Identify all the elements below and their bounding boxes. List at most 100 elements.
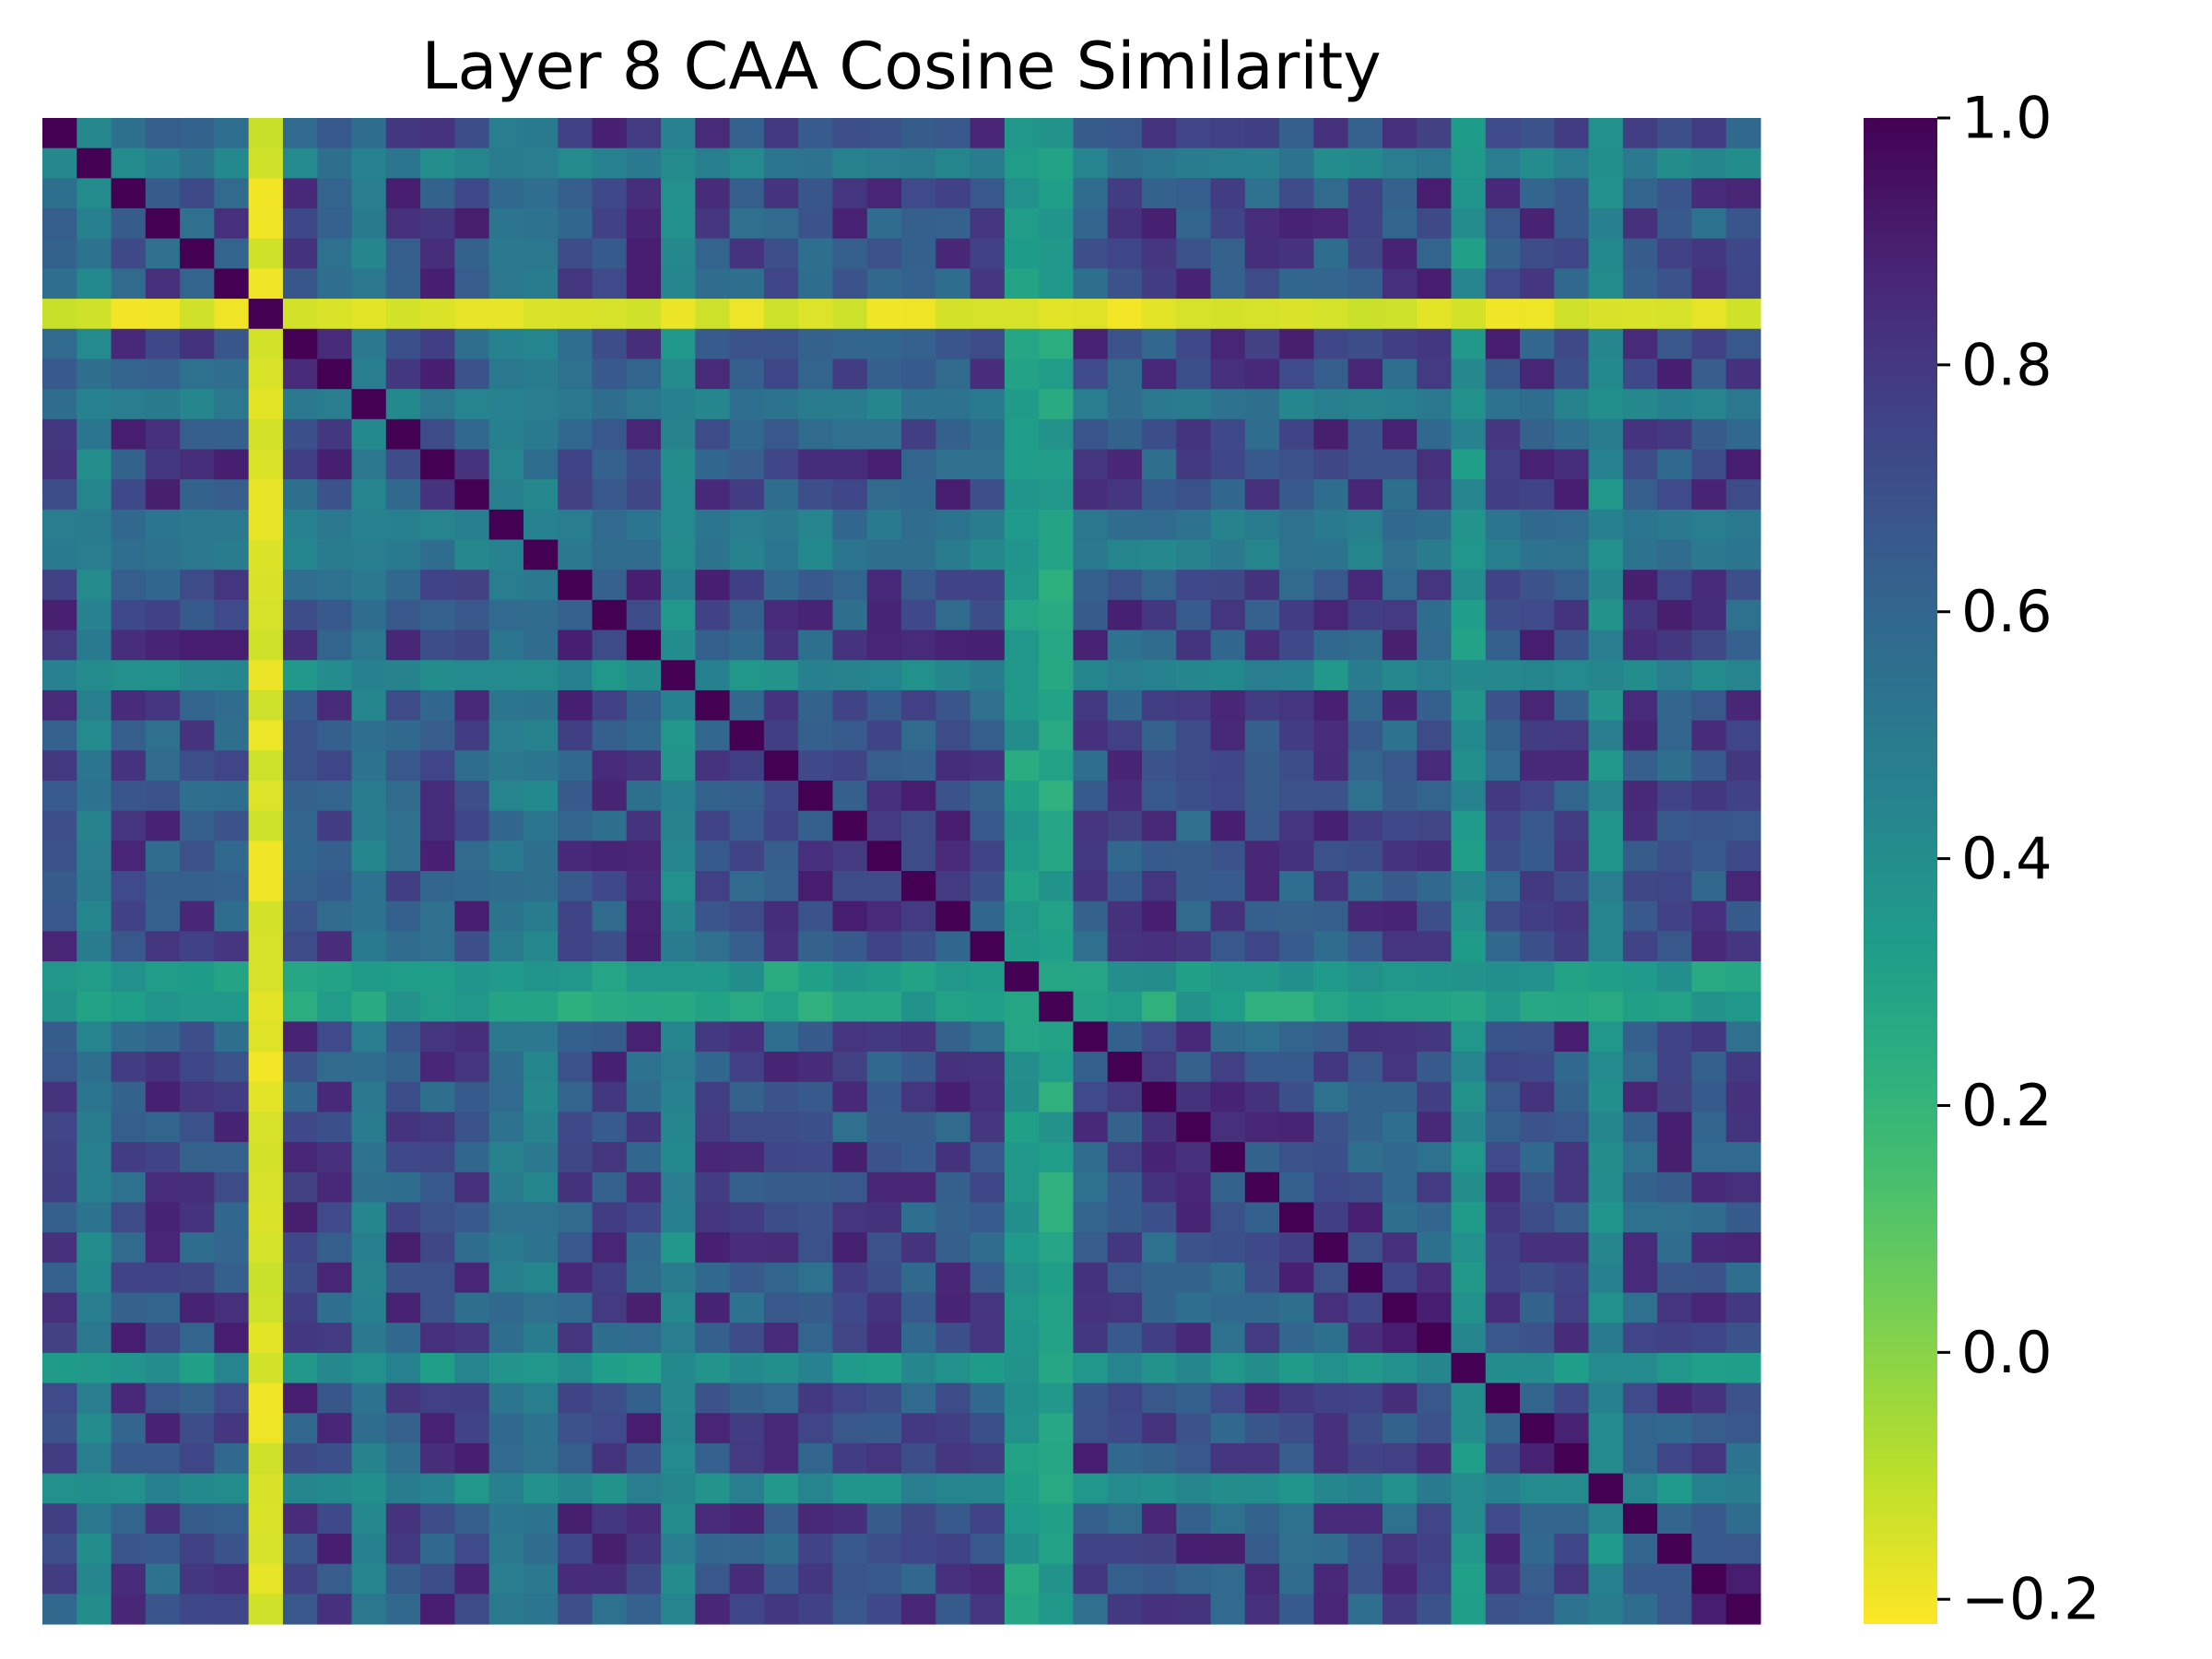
heatmap-cell [145,1081,181,1113]
heatmap-cell [1417,1413,1453,1444]
heatmap-cell [1210,1081,1246,1113]
heatmap-cell [1691,900,1727,932]
heatmap-cell [1176,780,1212,812]
heatmap-cell [1691,780,1727,812]
heatmap-cell [454,118,490,149]
heatmap-cell [1691,1323,1727,1354]
heatmap-cell [592,1021,628,1053]
heatmap-cell [970,720,1006,751]
heatmap-cell [76,238,112,269]
heatmap-cell [866,118,902,149]
heatmap-cell [1107,389,1143,420]
heatmap-cell [111,268,147,300]
heatmap-cell [1347,1563,1383,1594]
heatmap-cell [1691,1052,1727,1083]
heatmap-cell [145,479,181,511]
heatmap-cell [626,810,662,841]
heatmap-cell [1313,299,1349,330]
heatmap-cell [1141,1533,1177,1565]
heatmap-cell [523,1503,559,1535]
heatmap-cell [420,991,455,1022]
heatmap-cell [798,1382,834,1414]
heatmap-cell [592,1202,628,1233]
heatmap-cell [1347,991,1383,1022]
heatmap-cell [1347,1323,1383,1354]
heatmap-cell [488,1232,524,1264]
heatmap-cell [214,1352,250,1384]
heatmap-cell [282,509,318,541]
heatmap-cell [1107,1171,1143,1204]
heatmap-cell [180,810,215,841]
heatmap-cell [763,268,799,300]
heatmap-cell [42,1292,77,1324]
heatmap-cell [1210,1262,1246,1294]
heatmap-cell [111,1473,147,1504]
heatmap-cell [1244,689,1280,722]
heatmap-cell [1451,1442,1487,1475]
heatmap-cell [1141,810,1177,841]
heatmap-cell [1520,629,1555,661]
heatmap-cell [1176,1594,1212,1625]
heatmap-cell [832,1563,868,1594]
heatmap-cell [1451,1052,1487,1083]
heatmap-cell [385,750,421,782]
heatmap-cell [1725,1262,1761,1294]
heatmap-cell [592,299,628,330]
heatmap-cell [592,479,628,511]
heatmap-cell [1004,539,1040,571]
heatmap-cell [832,689,868,722]
heatmap-cell [317,1232,353,1264]
heatmap-cell [1622,810,1658,841]
heatmap-cell [763,1413,799,1444]
heatmap-cell [454,570,490,601]
heatmap-cell [1382,1232,1418,1264]
heatmap-cell [145,570,181,601]
heatmap-cell [626,147,662,179]
heatmap-cell [1004,599,1040,631]
heatmap-cell [1520,750,1555,782]
heatmap-cell [1004,1323,1040,1354]
heatmap-cell [1554,1533,1590,1565]
heatmap-cell [420,1563,455,1594]
heatmap-cell [558,1473,594,1504]
heatmap-cell [1347,599,1383,631]
heatmap-cell [661,449,696,480]
heatmap-cell [248,900,284,932]
heatmap-cell [111,1382,147,1414]
heatmap-cell [385,599,421,631]
heatmap-cell [695,1563,731,1594]
heatmap-cell [1691,268,1727,300]
heatmap-cell [1039,1323,1074,1354]
heatmap-cell [1347,178,1383,209]
heatmap-cell [1004,720,1040,751]
heatmap-cell [1347,147,1383,179]
heatmap-cell [832,238,868,269]
heatmap-cell [1244,810,1280,841]
heatmap-cell [1004,660,1040,691]
heatmap-cell [1244,1442,1280,1475]
heatmap-cell [1554,479,1590,511]
heatmap-cell [317,178,353,209]
heatmap-cell [970,118,1006,149]
heatmap-cell [866,810,902,841]
heatmap-cell [317,931,353,962]
heatmap-cell [488,900,524,932]
heatmap-cell [1554,599,1590,631]
heatmap-cell [1244,720,1280,751]
heatmap-cell [1141,479,1177,511]
heatmap-cell [1004,931,1040,962]
heatmap-cell [1622,449,1658,480]
heatmap-cell [695,418,731,451]
heatmap-cell [1107,479,1143,511]
heatmap-cell [420,720,455,751]
heatmap-cell [454,389,490,420]
heatmap-cell [1039,1563,1074,1594]
heatmap-cell [866,780,902,812]
heatmap-cell [1520,449,1555,480]
heatmap-cell [1141,539,1177,571]
heatmap-cell [695,931,731,962]
heatmap-cell [1657,810,1693,841]
heatmap-cell [1141,1202,1177,1233]
heatmap-cell [661,1563,696,1594]
heatmap-cell [1107,1323,1143,1354]
